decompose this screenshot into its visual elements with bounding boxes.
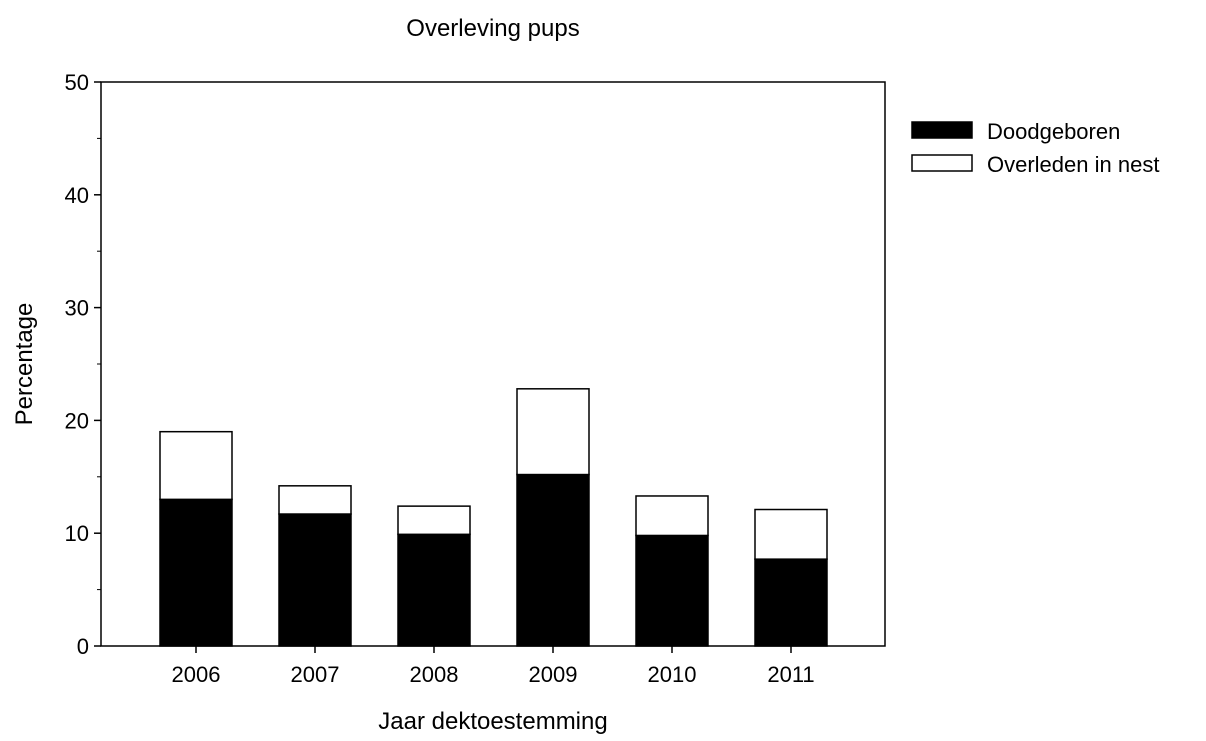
bar-doodgeboren <box>159 498 233 647</box>
bar-doodgeboren <box>516 473 590 647</box>
y-axis: 0 10 20 30 40 50 <box>65 70 101 659</box>
y-axis-label: Percentage <box>11 303 38 426</box>
bar-overleden-in-nest <box>754 508 828 560</box>
bar-doodgeboren <box>635 534 709 647</box>
x-tick-label: 2011 <box>767 662 814 687</box>
bar-overleden-in-nest <box>516 388 590 476</box>
x-tick-label: 2010 <box>648 662 697 687</box>
bar-overleden-in-nest <box>397 505 471 536</box>
x-axis-label: Jaar dektoestemming <box>378 708 607 735</box>
bar-doodgeboren <box>754 558 828 647</box>
x-tick-label: 2009 <box>529 662 578 687</box>
y-tick-label: 0 <box>77 634 89 659</box>
y-tick-label: 10 <box>65 521 89 546</box>
bar-doodgeboren <box>278 513 352 647</box>
bar-doodgeboren <box>397 533 471 647</box>
bar-overleden-in-nest <box>278 485 352 515</box>
chart-title: Overleving pups <box>406 15 579 42</box>
x-tick-label: 2007 <box>291 662 340 687</box>
bar-overleden-in-nest <box>159 430 233 501</box>
x-tick-label: 2006 <box>172 662 221 687</box>
bar-overleden-in-nest <box>635 495 709 537</box>
y-tick-label: 40 <box>65 183 89 208</box>
y-tick-label: 20 <box>65 408 89 433</box>
x-tick-label: 2008 <box>410 662 459 687</box>
legend-label: Overleden in nest <box>987 152 1159 177</box>
plot-frame <box>100 81 886 647</box>
legend-label: Doodgeboren <box>987 119 1120 144</box>
legend: Doodgeboren Overleden in nest <box>911 119 1159 177</box>
y-tick-label: 50 <box>65 70 89 95</box>
bars-layer <box>159 388 828 647</box>
legend-swatch <box>911 154 973 172</box>
y-tick-label: 30 <box>65 296 89 321</box>
x-axis: 2006 2007 2008 2009 2010 2011 <box>172 646 815 687</box>
legend-swatch <box>911 121 973 139</box>
